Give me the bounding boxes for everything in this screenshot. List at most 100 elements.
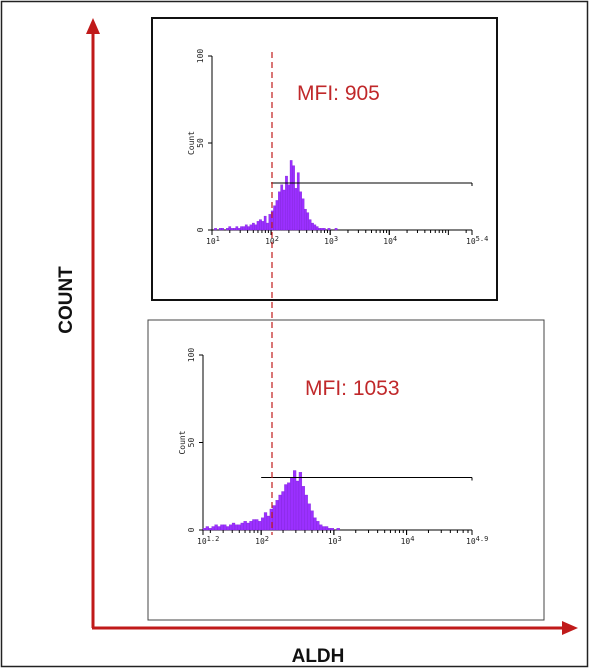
histogram-bin — [244, 224, 248, 231]
histogram-bin — [234, 524, 239, 531]
histogram-bin — [254, 224, 258, 231]
histogram-bin — [324, 526, 329, 531]
histogram-bin — [252, 519, 256, 531]
histogram-bin — [296, 172, 300, 231]
y-tick-label: 50 — [187, 438, 196, 448]
y-tick-label: 0 — [187, 527, 196, 532]
x-tick-label: 105.4 — [466, 235, 488, 246]
histogram-bin — [221, 228, 224, 231]
mfi-annotation: MFI: 905 — [297, 82, 380, 105]
histogram-bin — [322, 228, 326, 231]
histogram-bin — [307, 503, 311, 531]
histogram-panel-bottom: 0 50 100 Count 101.2 102 103 104 104.9 MFI: 1053 — [147, 319, 545, 621]
histogram-bin — [226, 526, 230, 531]
histogram-bin — [316, 521, 320, 531]
histogram-bin — [252, 222, 255, 231]
histogram-bin — [299, 191, 302, 231]
x-tick-label: 103 — [324, 235, 338, 246]
histogram-bin — [301, 198, 305, 231]
y-tick-label: 100 — [196, 49, 205, 64]
histogram-bin — [266, 222, 269, 231]
histogram-bin — [263, 215, 267, 231]
y-axis-title: COUNT — [56, 266, 77, 334]
histogram-bin — [247, 226, 250, 231]
histogram-bin — [217, 526, 221, 531]
histogram-bin — [258, 521, 262, 531]
histogram-bin — [318, 228, 321, 231]
histogram-bin — [278, 191, 281, 231]
histogram-bin — [304, 208, 307, 231]
histogram-bin — [242, 226, 246, 231]
mfi-annotation: MFI: 1053 — [305, 377, 400, 400]
histogram-bin — [246, 522, 250, 531]
histogram-bin — [268, 214, 272, 231]
histogram-bin — [211, 526, 215, 531]
histogram-bin — [233, 228, 236, 231]
histogram-bin — [261, 221, 265, 231]
histogram-bin — [292, 165, 295, 231]
histogram-bin — [259, 219, 262, 231]
histogram-bin — [226, 228, 229, 231]
histogram-bin — [273, 205, 276, 231]
histogram-bin — [231, 522, 236, 531]
histogram-bin — [266, 515, 271, 531]
y-axis-label: Count — [178, 430, 187, 454]
histogram-bin — [287, 482, 291, 531]
histogram-bin — [295, 480, 300, 531]
histogram-bin — [214, 524, 218, 531]
histogram-bin — [275, 200, 279, 231]
histogram-bin — [278, 494, 282, 531]
panel-frame — [147, 319, 545, 621]
histogram-bin — [229, 524, 233, 531]
histogram-bin — [285, 175, 288, 231]
y-tick-label: 0 — [196, 227, 205, 232]
histogram-bin — [294, 188, 298, 231]
histogram-bin — [293, 470, 297, 531]
histogram-bin — [311, 222, 314, 231]
histogram-bin — [327, 228, 331, 231]
histogram-bin — [320, 228, 324, 231]
histogram-bin — [304, 494, 308, 531]
histogram-bin — [249, 521, 253, 531]
histogram-bin — [298, 472, 303, 531]
histogram-bin — [218, 228, 222, 231]
histogram-bin — [322, 526, 326, 531]
histogram-bin — [223, 524, 227, 531]
x-tick-label: 101.2 — [197, 535, 219, 546]
histogram-bin — [275, 500, 279, 531]
histogram-bin — [319, 524, 323, 531]
histogram-bin — [336, 528, 340, 531]
histogram-bin — [202, 528, 207, 531]
histogram-bin — [289, 160, 293, 231]
y-tick-label: 50 — [196, 138, 205, 148]
histogram-bin — [220, 524, 224, 531]
histogram-bin — [306, 212, 310, 231]
histogram-bin — [284, 484, 288, 531]
histogram-bin — [290, 477, 294, 531]
histogram-bin — [228, 226, 232, 231]
histogram-bin — [235, 226, 239, 231]
x-tick-label: 102 — [265, 235, 279, 246]
x-tick-label: 104 — [383, 235, 397, 246]
histogram-bin — [310, 510, 314, 531]
y-axis-arrowhead — [86, 18, 100, 34]
histogram-bin — [282, 189, 286, 231]
outer-axes — [86, 18, 578, 635]
histogram-bin — [287, 184, 291, 231]
histogram-bin — [330, 528, 335, 531]
x-tick-label: 104 — [401, 535, 415, 546]
histogram-bin — [280, 184, 284, 231]
histogram-bin — [308, 219, 312, 231]
histogram-bin — [230, 228, 234, 231]
histogram-bin — [334, 228, 338, 231]
histogram-bin — [327, 528, 332, 531]
histogram-bin — [240, 522, 244, 531]
histogram-bin — [214, 228, 217, 231]
histogram-bin — [208, 528, 212, 531]
histogram-bin — [313, 517, 317, 531]
histogram-bin — [315, 226, 319, 231]
x-tick-label: 104.9 — [466, 535, 488, 546]
histogram-bin — [263, 512, 268, 531]
histogram-bin — [243, 521, 247, 531]
